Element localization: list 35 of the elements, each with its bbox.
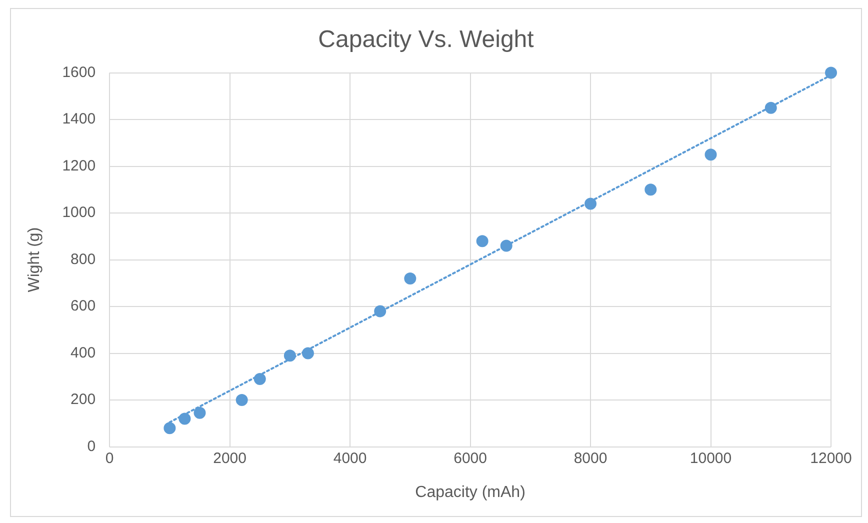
y-tick-label: 1600 — [62, 64, 96, 81]
y-tick-label: 400 — [70, 344, 96, 362]
x-tick-label: 8000 — [574, 450, 608, 467]
point — [476, 235, 488, 248]
point — [178, 412, 191, 425]
x-tick-label: 2000 — [213, 450, 246, 467]
point — [164, 422, 176, 434]
y-axis-title: Wight (g) — [26, 227, 44, 292]
point — [236, 394, 248, 406]
x-axis-title: Capacity (mAh) — [415, 484, 526, 501]
point — [302, 347, 314, 360]
x-tick-label: 12000 — [810, 450, 852, 467]
y-tick-label: 600 — [70, 298, 96, 315]
point — [825, 66, 837, 79]
x-tick-label: 4000 — [333, 450, 367, 467]
point — [764, 102, 777, 114]
point — [500, 240, 512, 252]
point — [404, 272, 416, 284]
point — [194, 406, 206, 419]
point — [584, 198, 597, 210]
y-tick-label: 1000 — [62, 204, 96, 222]
x-tick-label: 10000 — [690, 450, 732, 467]
point — [374, 305, 386, 318]
x-tick-label: 6000 — [454, 450, 487, 467]
point — [254, 373, 266, 386]
y-tick-label: 1200 — [62, 157, 96, 174]
point — [644, 184, 657, 196]
chart-title: Capacity Vs. Weight — [318, 26, 534, 54]
y-tick-label: 0 — [87, 438, 96, 455]
y-tick-label: 800 — [70, 250, 96, 268]
point — [704, 148, 717, 161]
point — [284, 350, 296, 362]
y-tick-label: 200 — [70, 391, 96, 408]
x-tick-label: 0 — [105, 450, 114, 467]
y-tick-label: 1400 — [62, 110, 96, 128]
